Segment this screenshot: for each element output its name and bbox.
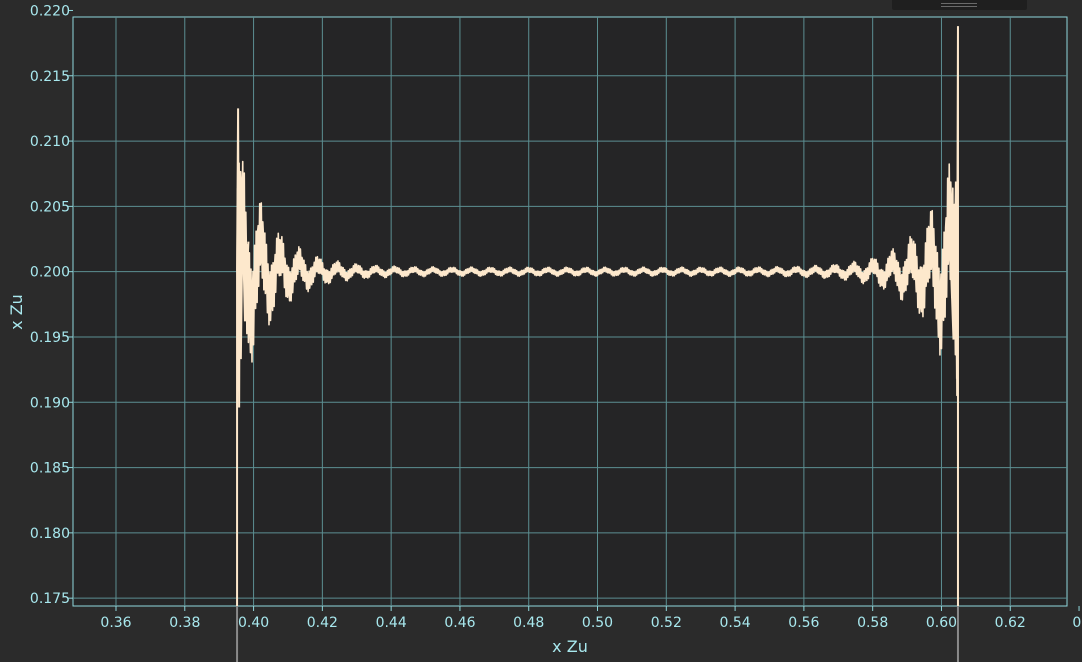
y-axis-ticks: 0.220 0.215 0.210 0.205 0.200 0.195 0.190 0.185… bbox=[30, 3, 73, 607]
x-tick-label: 0.44 bbox=[376, 615, 407, 631]
x-tick-label: 0.38 bbox=[169, 615, 200, 631]
y-tick-label: 0.215 bbox=[30, 69, 70, 85]
y-tick-label: 0.190 bbox=[30, 395, 70, 411]
x-axis-ticks: 0.36 0.38 0.40 0.42 0.44 0.46 0.48 0.50 0.52 0.54… bbox=[100, 606, 1082, 631]
y-tick-label: 0.220 bbox=[30, 3, 70, 19]
plot-area bbox=[73, 17, 1067, 606]
grip-lines-icon bbox=[941, 3, 977, 7]
y-tick-label: 0.180 bbox=[30, 526, 70, 542]
x-tick-label: 0.56 bbox=[788, 615, 819, 631]
y-tick-label: 0.185 bbox=[30, 461, 70, 477]
x-tick-label: 0.36 bbox=[100, 615, 131, 631]
x-tick-label: 0.54 bbox=[720, 615, 751, 631]
x-tick-label: 0.62 bbox=[995, 615, 1026, 631]
panel-drag-handle[interactable] bbox=[892, 0, 1027, 10]
x-tick-label: 0.46 bbox=[444, 615, 475, 631]
x-tick-label: 0.58 bbox=[857, 615, 888, 631]
y-tick-label: 0.210 bbox=[30, 134, 70, 150]
x-tick-label: 0.40 bbox=[238, 615, 269, 631]
y-axis-title: x Zu bbox=[7, 294, 26, 330]
x-axis-title: x Zu bbox=[552, 637, 588, 656]
x-tick-label: 0.52 bbox=[651, 615, 682, 631]
y-tick-label: 0.205 bbox=[30, 199, 70, 215]
x-tick-label: 0.60 bbox=[926, 615, 957, 631]
y-tick-label: 0.200 bbox=[30, 265, 70, 281]
x-tick-label: 0. bbox=[1072, 615, 1082, 631]
y-tick-label: 0.195 bbox=[30, 330, 70, 346]
x-tick-label: 0.42 bbox=[307, 615, 338, 631]
x-tick-label: 0.48 bbox=[513, 615, 544, 631]
x-tick-label: 0.50 bbox=[582, 615, 613, 631]
y-tick-label: 0.175 bbox=[30, 591, 70, 607]
